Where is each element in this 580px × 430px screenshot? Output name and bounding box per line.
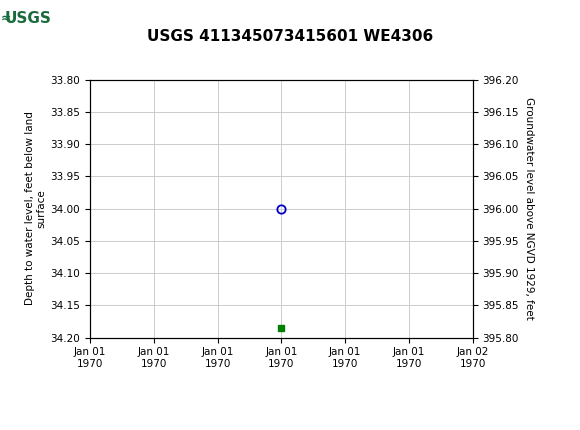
- Text: USGS 411345073415601 WE4306: USGS 411345073415601 WE4306: [147, 29, 433, 44]
- Y-axis label: Groundwater level above NGVD 1929, feet: Groundwater level above NGVD 1929, feet: [524, 97, 535, 320]
- Bar: [3, 3, 55, 35]
- Legend: Period of approved data: Period of approved data: [190, 425, 372, 430]
- Text: USGS: USGS: [5, 12, 52, 26]
- Text: ≈: ≈: [1, 12, 12, 25]
- Y-axis label: Depth to water level, feet below land
surface: Depth to water level, feet below land su…: [24, 112, 46, 305]
